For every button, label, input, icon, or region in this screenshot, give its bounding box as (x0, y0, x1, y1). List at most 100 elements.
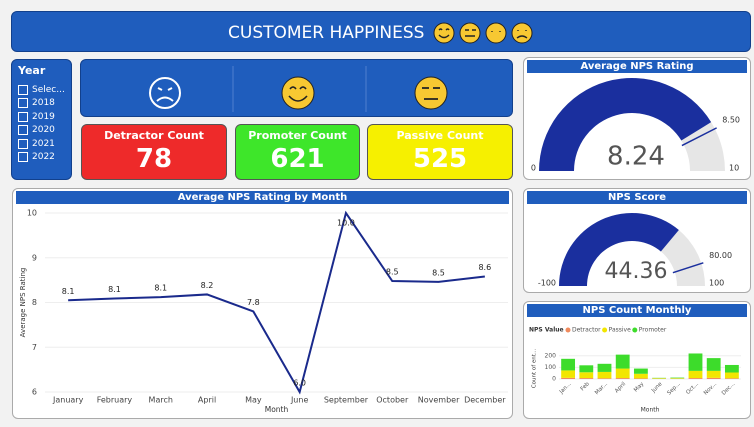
bar-segment (652, 378, 667, 379)
y-tick-label: 100 (545, 364, 557, 371)
bar-segment (670, 378, 685, 379)
data-label: 8.2 (201, 281, 214, 290)
slicer-option: 2020 (18, 124, 65, 138)
max-label: 100 (709, 279, 724, 288)
bar-segment (724, 378, 739, 379)
checkbox (18, 152, 28, 163)
gauge-target (672, 262, 704, 274)
bar-segment (688, 378, 703, 379)
y-tick-label: 7 (32, 343, 37, 352)
checkbox (18, 111, 28, 122)
header-emojis (433, 22, 533, 44)
bar-segment (633, 378, 648, 379)
bar-segment (561, 370, 576, 378)
bar-segment (579, 365, 594, 373)
x-tick-label: May (633, 381, 646, 394)
bar-segment (724, 372, 739, 379)
option-label: 2020 (32, 125, 55, 136)
chart-title: NPS Score (527, 191, 747, 204)
data-label: 6.0 (293, 379, 306, 388)
bar-segment (633, 368, 648, 374)
x-tick-label: April (614, 381, 627, 394)
checkbox (18, 138, 28, 149)
bar-segment (688, 370, 703, 379)
min-label: 0 (531, 164, 536, 173)
x-tick-label: December (464, 396, 506, 405)
y-tick-label: 9 (32, 253, 37, 262)
bar-segment (579, 378, 594, 379)
bar-chart: NPS Value Detractor Passive Promoter 0 100 200… (529, 327, 741, 414)
data-label: 8.1 (108, 285, 121, 294)
bar-segment (597, 378, 612, 379)
legend-label: Promoter (639, 327, 667, 334)
gauge-panel: Average NPS Rating 8.50 0 10 8.24 (523, 57, 751, 180)
gauge-chart: 8.50 0 10 8.24 (531, 77, 740, 173)
slicer-option: 2018 (18, 97, 65, 111)
target-label: 8.50 (722, 116, 740, 125)
bar-segment (615, 354, 630, 369)
data-label: 10.0 (337, 219, 355, 228)
slicer-option: Selec... (18, 83, 65, 97)
x-tick-label: May (245, 396, 262, 405)
bar-segment (724, 364, 739, 373)
x-tick-label: January (52, 396, 84, 405)
gauge-value-label: 8.24 (607, 142, 665, 172)
card-value: 525 (412, 144, 468, 174)
data-label: 8.6 (478, 263, 491, 272)
legend-swatch (632, 327, 638, 333)
option-label: 2022 (32, 152, 55, 163)
card-label: Detractor Count (104, 129, 204, 142)
x-tick-label: Oct... (685, 381, 700, 396)
option-label: 2019 (32, 111, 55, 122)
header-title: CUSTOMER HAPPINESS (228, 23, 425, 43)
bar-segment (597, 371, 612, 379)
passive-card: Passive Count 525 (367, 124, 513, 180)
min-label: -100 (538, 279, 556, 288)
y-tick-label: 0 (552, 376, 556, 383)
bar-segment (615, 378, 630, 379)
option-label: Selec... (32, 84, 65, 95)
header: CUSTOMER HAPPINESS (11, 11, 751, 52)
slicer-option: 2022 (18, 151, 65, 165)
legend-title: NPS Value (529, 327, 564, 334)
gauge-panel: NPS Score 80.00 -100 100 44.36 (523, 188, 751, 293)
option-label: 2021 (32, 138, 55, 149)
data-label: 8.5 (386, 268, 399, 277)
card-label: Promoter Count (248, 129, 347, 142)
x-tick-label: April (198, 396, 216, 405)
max-label: 10 (729, 164, 739, 173)
x-tick-label: Dec... (721, 381, 737, 397)
x-tick-label: November (418, 396, 460, 405)
gauge-value (559, 213, 679, 286)
legend-label: Detractor (572, 327, 601, 334)
line (68, 210, 485, 395)
card-value: 621 (270, 144, 325, 174)
legend-label: Passive (609, 327, 631, 334)
bar-segment (561, 358, 576, 371)
y-axis-label: Average NPS Rating (19, 268, 27, 338)
chart-title: Average NPS Rating by Month (16, 191, 509, 204)
slicer-option: 2019 (18, 110, 65, 124)
x-tick-label: March (149, 396, 173, 405)
bar-segment (597, 363, 612, 372)
y-tick-label: 200 (545, 352, 557, 359)
checkbox (18, 84, 28, 95)
data-label: 7.8 (247, 298, 260, 307)
legend-swatch (565, 327, 571, 333)
y-axis-label: Count of ent... (532, 349, 538, 389)
gauge-value (539, 77, 712, 171)
line-chart: 6 7 8 9 10 Average NPS Rating Month January Febr… (19, 209, 508, 414)
x-tick-label: Mar... (594, 381, 609, 396)
chart-title: Average NPS Rating (527, 60, 747, 73)
emoji-icons (149, 66, 448, 112)
data-label: 8.1 (154, 284, 167, 293)
x-tick-label: Nov... (703, 381, 718, 396)
bar-segment (561, 377, 576, 379)
option-label: 2018 (32, 98, 55, 109)
gauge-target (681, 127, 717, 147)
gauge-value-label: 44.36 (605, 259, 668, 284)
data-label: 8.5 (432, 268, 445, 277)
slicer-option: 2021 (18, 137, 65, 151)
target-label: 80.00 (709, 251, 732, 260)
data-label: 8.1 (62, 287, 75, 296)
